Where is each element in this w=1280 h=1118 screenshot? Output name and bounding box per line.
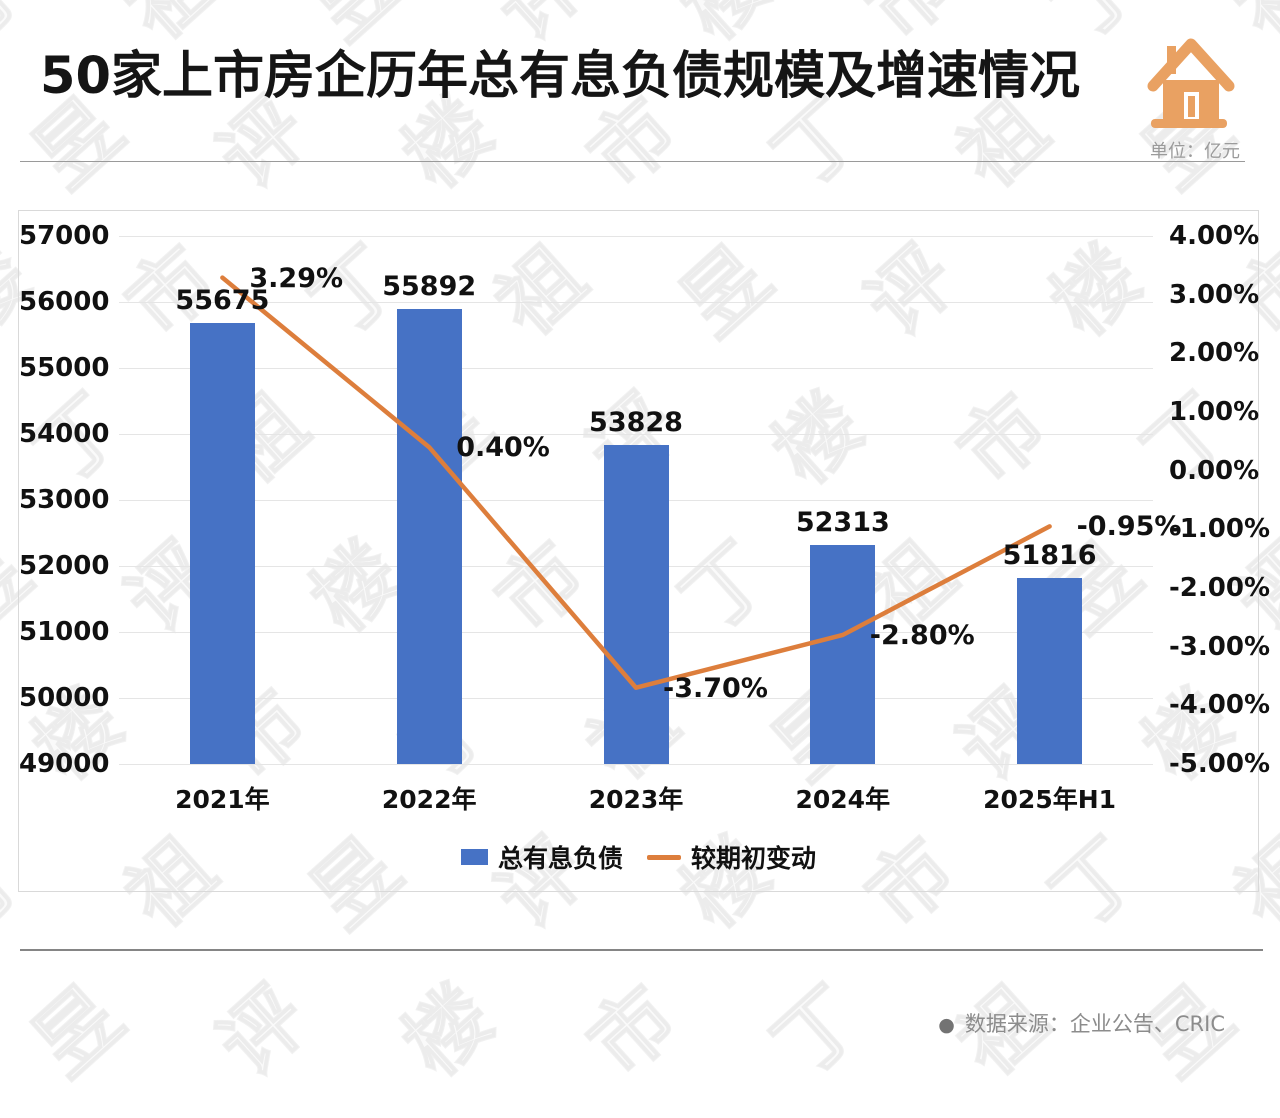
bar-value-label: 52313	[795, 507, 890, 539]
growth-value-label: -3.70%	[663, 672, 768, 704]
bar-2024年	[810, 545, 876, 764]
source-bullet-icon: ●	[938, 1014, 955, 1036]
page-title: 50家上市房企历年总有息负债规模及增速情况	[40, 47, 1080, 106]
x-axis-label: 2022年	[381, 785, 477, 814]
legend-line-swatch-icon	[647, 854, 681, 860]
right-axis-tick: -5.00%	[1169, 749, 1270, 779]
right-axis-tick: 1.00%	[1169, 397, 1260, 427]
legend-line-label: 较期初变动	[691, 844, 817, 873]
right-axis-tick: 2.00%	[1169, 338, 1260, 369]
header-divider	[20, 161, 1245, 162]
bar-value-label: 53828	[589, 407, 683, 439]
left-axis-tick: 57000	[19, 221, 110, 251]
x-axis-label: 2024年	[795, 785, 891, 814]
left-axis-tick: 52000	[19, 551, 110, 581]
left-axis-tick: 55000	[19, 353, 110, 383]
x-axis-label: 2025年H1	[983, 785, 1117, 814]
bar-2025年H1	[1017, 578, 1083, 764]
bar-2023年	[603, 445, 669, 764]
right-axis-tick: -1.00%	[1169, 514, 1270, 545]
growth-value-label: -0.95%	[1076, 511, 1182, 543]
right-axis-tick: -3.00%	[1169, 631, 1270, 662]
right-axis-tick: 0.00%	[1169, 455, 1260, 486]
source-label: 数据来源：企业公告、CRIC	[964, 1012, 1225, 1036]
legend: 总有息负债 较期初变动	[19, 839, 1258, 875]
growth-value-label: -2.80%	[869, 619, 975, 651]
legend-bar-swatch-icon	[460, 849, 488, 865]
left-axis-tick: 54000	[19, 419, 110, 449]
data-source: ● 数据来源：企业公告、CRIC	[938, 1008, 1225, 1038]
left-axis-tick: 53000	[19, 485, 110, 515]
right-axis-tick: 3.00%	[1169, 279, 1260, 310]
right-axis-tick: 4.00%	[1169, 221, 1260, 251]
gridline	[119, 763, 1153, 765]
right-axis-tick: -4.00%	[1169, 690, 1270, 721]
bar-value-label: 55892	[382, 271, 477, 303]
chart-container: 总有息负债 较期初变动 57000 56000 55000 54000 53000 520…	[18, 210, 1270, 892]
unit-label: 单位：亿元	[1150, 141, 1240, 162]
legend-bar-label: 总有息负债	[497, 844, 623, 873]
left-axis-tick: 56000	[19, 287, 110, 317]
bar-value-label: 55675	[175, 285, 270, 317]
bar-2022年	[396, 309, 462, 764]
house-icon	[1147, 38, 1235, 128]
bottom-divider	[20, 949, 1263, 951]
gridline	[119, 235, 1153, 237]
growth-value-label: 0.40%	[456, 432, 550, 464]
x-axis-label: 2021年	[175, 785, 270, 814]
left-axis-tick: 49000	[19, 749, 110, 779]
growth-value-label: 3.29%	[249, 262, 344, 294]
x-axis-label: 2023年	[588, 785, 684, 814]
left-axis-tick: 51000	[19, 617, 110, 647]
left-axis-tick: 50000	[19, 683, 110, 713]
bar-2021年	[189, 323, 255, 764]
right-axis-tick: -2.00%	[1169, 573, 1270, 603]
bar-value-label: 51816	[1002, 540, 1097, 572]
gridline	[119, 367, 1153, 369]
